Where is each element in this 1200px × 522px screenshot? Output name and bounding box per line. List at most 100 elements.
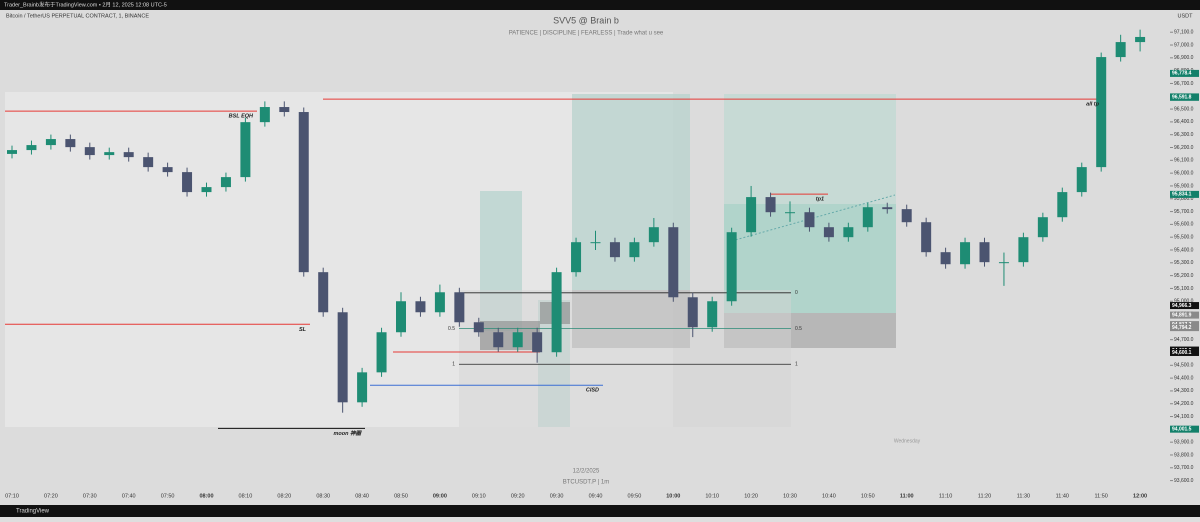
candle-body [629,242,640,258]
price-axis [1170,0,1200,505]
candle-body [746,197,757,233]
fib-label: 1 [795,362,798,368]
candle-body [318,272,329,313]
candle-body [220,177,231,188]
candle-body [454,292,465,323]
candle-body [551,272,562,353]
y-tick-label: 94,300.0 [1174,388,1194,394]
candle-body [473,322,484,333]
candle-body [65,139,76,148]
y-tick-label: 94,100.0 [1174,414,1194,420]
x-tick-label: 10:30 [783,493,797,499]
candle-body [84,147,95,156]
brand: TradingView [16,509,50,515]
y-tick-label: 94,400.0 [1174,375,1194,381]
candle-body [687,297,698,328]
x-tick-label: 08:20 [277,493,291,499]
footer-ticker: BTCUSDT.P | 1m [563,480,609,486]
x-tick-label: 07:20 [44,493,58,499]
chart-subtitle: PATIENCE | DISCIPLINE | FEARLESS | Trade… [509,31,664,37]
price-tag-label: 95,834.1 [1172,192,1192,198]
x-tick-label: 09:30 [550,493,564,499]
candle-body [921,222,932,253]
y-tick-label: 95,000.0 [1174,299,1194,305]
price-tag-label: 94,966.3 [1172,303,1192,309]
candle-body [1096,57,1107,168]
level-label: moon 神圈 [334,430,363,437]
level-label: all tp [1086,102,1099,108]
currency: USDT [1178,13,1194,19]
x-tick-label: 09:10 [472,493,486,499]
x-tick-label: 08:00 [199,493,213,499]
candle-body [609,242,620,258]
price-tag-label: 94,600.1 [1172,350,1192,356]
candle-body [162,167,173,173]
candle-body [668,227,679,298]
candle-body [493,332,504,348]
x-tick-label: 10:10 [705,493,719,499]
y-tick-label: 94,200.0 [1174,401,1194,407]
y-tick-label: 95,100.0 [1174,286,1194,292]
candle-body [804,212,815,228]
candle-body [648,227,659,243]
candle-body [434,292,445,313]
candle-body [104,152,115,156]
x-tick-label: 08:40 [355,493,369,499]
y-tick-label: 93,700.0 [1174,465,1194,471]
price-tag [1170,425,1199,433]
candle-body [259,107,270,123]
level-label: SL [299,327,307,333]
x-tick-label: 11:40 [1056,493,1069,499]
candle-body [1057,192,1068,218]
y-tick-label: 97,000.0 [1174,42,1194,48]
candle-body [396,301,406,333]
candle-body [882,207,893,210]
zone [480,321,540,350]
fib-label: 0 [795,290,798,296]
y-tick-label: 96,300.0 [1174,132,1194,138]
candle-body [823,227,834,238]
y-tick-label: 95,200.0 [1174,273,1194,279]
x-tick-label: 08:10 [239,493,253,499]
level-label: BSL EQH [229,114,254,120]
candle-body [240,122,251,178]
x-tick-label: 10:00 [666,493,680,499]
price-tag [1170,302,1199,310]
candle-body [415,301,426,313]
price-tag [1170,69,1199,77]
fib-label: 1 [452,362,455,368]
x-tick-label: 11:50 [1095,493,1108,499]
x-tick-label: 12:00 [1133,493,1147,499]
candle-body [1018,237,1029,263]
y-tick-label: 96,200.0 [1174,145,1194,151]
publisher: Trader_Brainb发布于TradingView.com • 2月 12,… [4,0,167,8]
candle-body [512,332,523,348]
zone [459,290,791,427]
x-tick-label: 08:50 [394,493,408,499]
trend-line [727,194,896,243]
time-axis [0,488,1170,505]
x-tick-label: 09:40 [589,493,603,499]
candle-body [765,197,776,213]
level-label: CISD [586,388,599,394]
y-tick-label: 93,800.0 [1174,452,1194,458]
level-label: tp1 [816,197,824,203]
x-tick-label: 07:30 [83,493,97,499]
y-tick-label: 96,000.0 [1174,170,1194,176]
x-tick-label: 11:30 [1017,493,1030,499]
y-tick-label: 95,500.0 [1174,235,1194,241]
candle-body [45,139,56,146]
y-tick-label: 95,700.0 [1174,209,1194,215]
x-tick-label: 11:10 [939,493,952,499]
candle-body [1135,36,1146,43]
y-tick-label: 97,100.0 [1174,30,1194,36]
candle-body [843,227,854,238]
candle-body [201,187,212,193]
y-tick-label: 95,800.0 [1174,196,1194,202]
price-tag [1170,324,1199,332]
candle-body [1037,217,1048,238]
y-tick-label: 95,300.0 [1174,260,1194,266]
y-tick-label: 95,600.0 [1174,222,1194,228]
